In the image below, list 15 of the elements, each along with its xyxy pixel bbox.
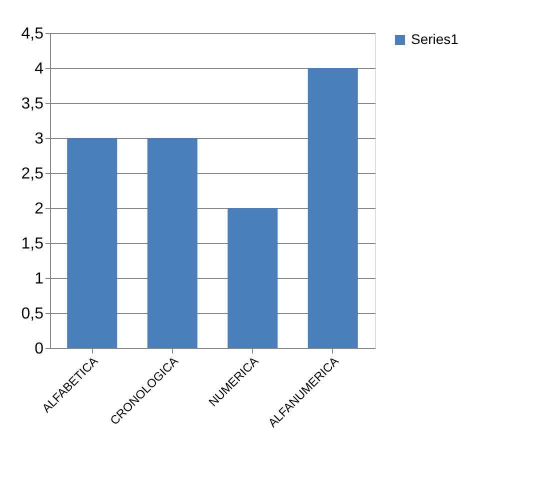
bar <box>308 68 358 348</box>
y-tick-label: 1,5 <box>21 236 44 252</box>
y-tick-label: 3 <box>34 130 44 148</box>
y-tick-label: 1 <box>34 270 44 288</box>
bar <box>228 208 278 348</box>
y-tick-label: 4,5 <box>21 26 44 42</box>
bar <box>147 138 198 348</box>
y-tick-label: 2 <box>34 200 44 218</box>
legend-label: Series1 <box>411 31 459 47</box>
bar <box>67 138 118 348</box>
y-tick-label: 4 <box>34 60 44 78</box>
y-tick-label: 0,5 <box>21 306 44 322</box>
y-tick-label: 3,5 <box>21 96 44 112</box>
y-tick-label: 2,5 <box>21 166 44 182</box>
y-tick-label: 0 <box>34 340 44 358</box>
